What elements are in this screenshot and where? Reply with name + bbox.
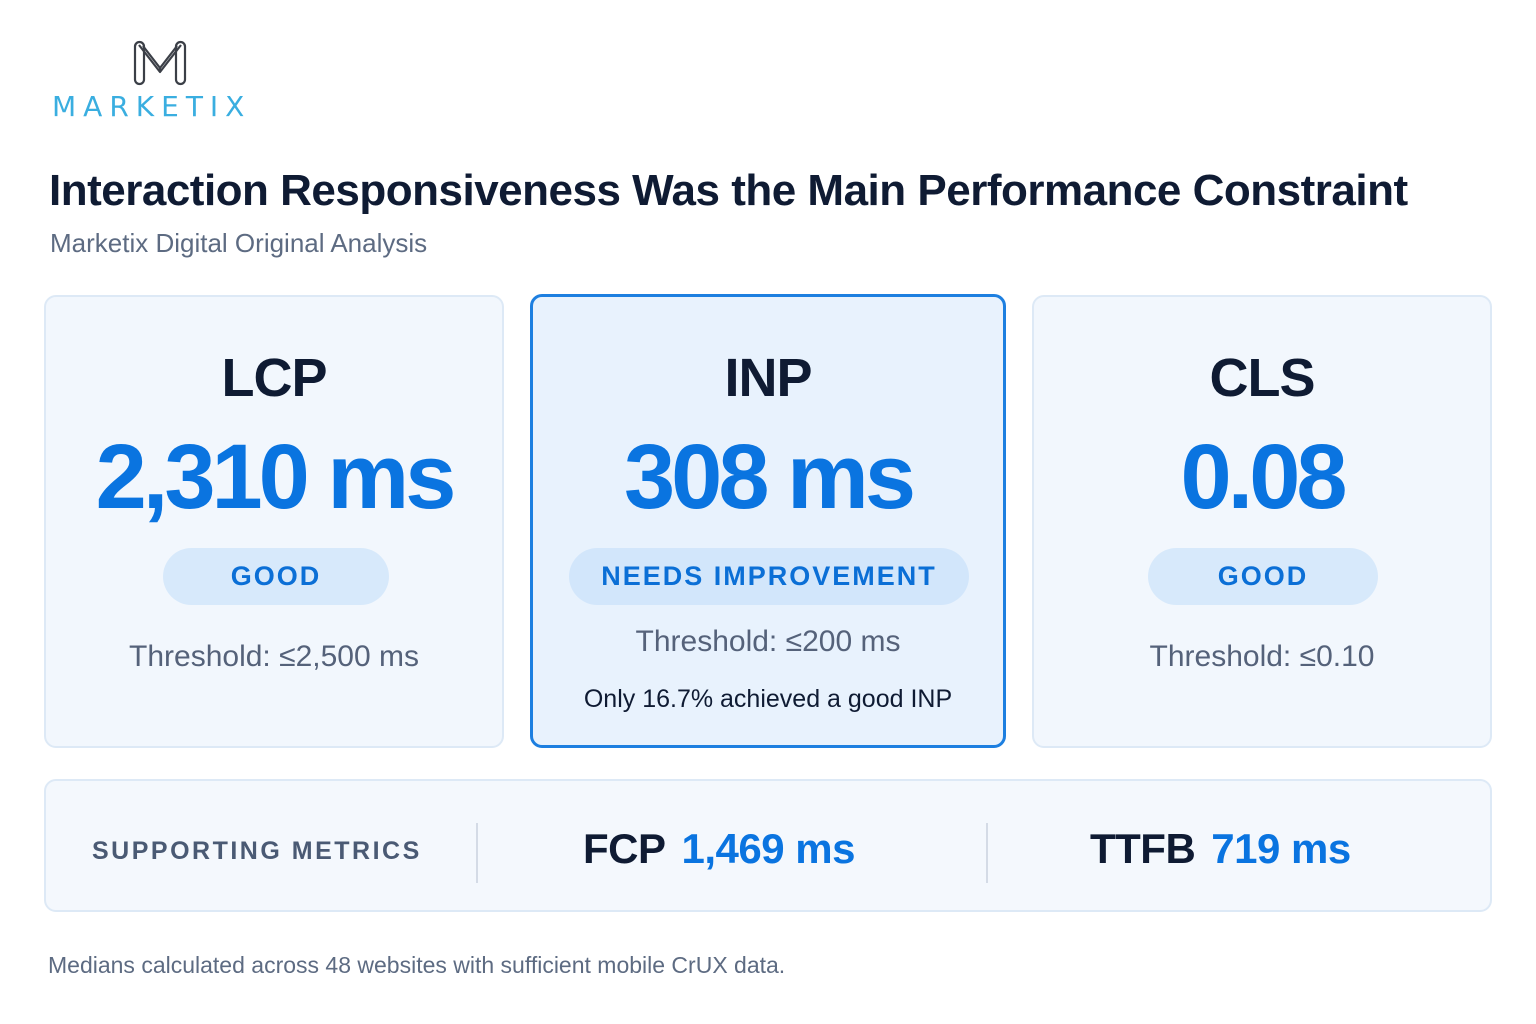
divider <box>986 823 988 883</box>
metric-card-lcp: LCP 2,310 ms GOOD Threshold: ≤2,500 ms <box>44 295 504 748</box>
metric-threshold: Threshold: ≤200 ms <box>635 625 901 658</box>
metric-threshold: Threshold: ≤2,500 ms <box>129 640 419 673</box>
supporting-metrics-bar: SUPPORTING METRICS FCP 1,469 ms TTFB 719 m… <box>44 779 1492 912</box>
status-badge: GOOD <box>1148 548 1378 605</box>
supporting-metric-ttfb: TTFB 719 ms <box>1090 825 1351 873</box>
supporting-metric-value: 1,469 ms <box>681 825 856 872</box>
status-badge: NEEDS IMPROVEMENT <box>569 548 969 605</box>
supporting-metric-name: TTFB <box>1090 825 1196 872</box>
supporting-metrics-label: SUPPORTING METRICS <box>92 837 422 865</box>
metric-value: 0.08 <box>1180 426 1347 528</box>
supporting-metric-fcp: FCP 1,469 ms <box>583 825 855 873</box>
brand-logo: MARKETIX <box>52 38 272 123</box>
metric-label: INP <box>724 348 812 408</box>
supporting-metric-value: 719 ms <box>1211 825 1351 872</box>
brand-wordmark: MARKETIX <box>52 90 252 123</box>
status-badge: GOOD <box>163 548 389 605</box>
footnote: Medians calculated across 48 websites wi… <box>48 952 786 978</box>
metric-value: 308 ms <box>623 426 916 528</box>
metric-note: Only 16.7% achieved a good INP <box>583 685 953 713</box>
page-title: Interaction Responsiveness Was the Main … <box>49 166 1408 215</box>
metric-card-inp: INP 308 ms NEEDS IMPROVEMENT Threshold: … <box>530 294 1006 748</box>
page-subtitle: Marketix Digital Original Analysis <box>50 228 428 258</box>
supporting-metric-name: FCP <box>583 825 666 872</box>
metric-label: LCP <box>221 348 328 408</box>
metric-label: CLS <box>1209 348 1316 408</box>
metric-threshold: Threshold: ≤0.10 <box>1149 640 1375 673</box>
divider <box>476 823 478 883</box>
metric-card-cls: CLS 0.08 GOOD Threshold: ≤0.10 <box>1032 295 1492 748</box>
metric-value: 2,310 ms <box>95 426 457 528</box>
m-monogram-icon <box>133 40 187 86</box>
